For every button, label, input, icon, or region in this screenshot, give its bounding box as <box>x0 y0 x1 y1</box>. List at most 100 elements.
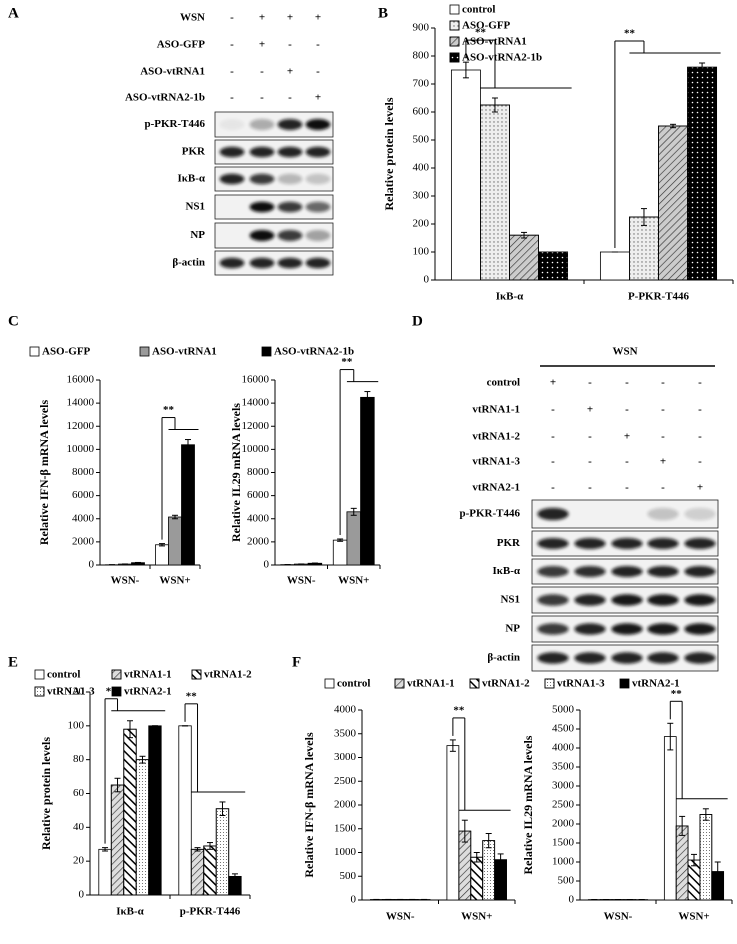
blot-band <box>684 566 716 577</box>
bar-pattern <box>480 104 510 281</box>
blot-row-label: IκB-α <box>177 173 205 185</box>
y-tick-label: 700 <box>413 78 430 90</box>
legend-label: vtRNA1-1 <box>124 669 172 681</box>
legend-swatch-pattern <box>191 669 202 680</box>
bar-pattern <box>110 784 125 896</box>
condition-sign: - <box>316 39 320 51</box>
condition-label: vtRNA2-1 <box>472 482 520 494</box>
blot-band <box>219 257 245 269</box>
blot-band <box>277 146 303 158</box>
y-tick-label: 12000 <box>242 420 270 432</box>
blot-header: WSN <box>612 346 637 358</box>
condition-label: WSN <box>180 12 205 24</box>
condition-label: ASO-vtRNA1 <box>140 66 205 78</box>
y-tick-label: 4000 <box>552 742 575 754</box>
legend-label: control <box>47 669 80 681</box>
condition-sign: + <box>315 12 321 24</box>
blot-band <box>574 652 606 664</box>
blot-band <box>647 594 679 606</box>
condition-sign: - <box>661 377 665 389</box>
error-bar <box>670 123 677 129</box>
y-axis-label: Relative IL29 mRNA levels <box>521 735 535 874</box>
panel-label: A <box>8 5 19 21</box>
condition-sign: - <box>661 404 665 416</box>
y-tick-label: 20 <box>73 855 85 867</box>
blot-band <box>277 230 303 241</box>
blot-band <box>647 566 679 577</box>
y-axis-label: Relative IL29 mRNA levels <box>229 403 243 542</box>
condition-sign: + <box>287 66 293 78</box>
blot-band <box>537 623 569 635</box>
bar-pattern <box>470 856 484 901</box>
panel-label: E <box>8 654 18 670</box>
condition-sign: - <box>230 12 234 24</box>
legend-label: ASO-GFP <box>42 346 91 358</box>
blot-band <box>647 623 679 635</box>
condition-sign: + <box>587 404 593 416</box>
condition-sign: + <box>697 482 703 494</box>
y-tick-label: 2500 <box>552 799 575 811</box>
blot-row-label: IκB-α <box>492 565 520 577</box>
blot-band <box>537 652 569 664</box>
y-tick-label: 3000 <box>334 751 357 763</box>
bar <box>98 848 112 896</box>
blot-band <box>219 173 245 185</box>
x-tick-label: WSN+ <box>678 911 709 923</box>
legend-label: control <box>462 4 495 16</box>
bar-pattern <box>699 814 713 901</box>
x-tick-label: WSN- <box>111 575 140 587</box>
blot-band <box>684 652 716 664</box>
blot-row-label: p-PKR-T446 <box>145 118 206 130</box>
y-tick-label: 60 <box>73 787 85 799</box>
condition-sign: - <box>625 482 629 494</box>
condition-sign: - <box>260 66 264 78</box>
bar <box>332 539 348 566</box>
condition-sign: - <box>551 404 555 416</box>
condition-sign: - <box>260 92 264 104</box>
panel-label: C <box>8 313 19 329</box>
blot-band <box>249 201 275 213</box>
error-bar <box>691 853 697 867</box>
bar-pattern <box>687 66 718 281</box>
error-bar <box>207 842 213 850</box>
legend-swatch-pattern <box>449 36 460 47</box>
y-tick-label: 600 <box>413 106 430 118</box>
blot-band <box>277 257 303 269</box>
bar <box>446 745 460 901</box>
legend-label: vtRNA1-3 <box>47 686 95 698</box>
x-tick-label: p-PKR-T446 <box>180 906 241 918</box>
y-tick-label: 0 <box>351 894 357 906</box>
legend-label: ASO-vtRNA1 <box>462 36 527 48</box>
condition-label: vtRNA1-2 <box>472 431 520 443</box>
blot-band <box>684 507 716 521</box>
error-bar <box>521 231 528 239</box>
condition-sign: - <box>588 482 592 494</box>
condition-sign: - <box>551 482 555 494</box>
condition-sign: - <box>588 377 592 389</box>
legend-swatch-pattern <box>394 678 405 689</box>
blot-band <box>611 566 643 577</box>
condition-sign: - <box>661 482 665 494</box>
blot-band <box>249 146 275 158</box>
blot-band <box>305 201 331 213</box>
legend-label: vtRNA1-1 <box>407 678 455 690</box>
blot-row-label: NP <box>505 623 520 635</box>
x-tick-label: WSN+ <box>461 911 492 923</box>
y-tick-label: 8000 <box>72 466 95 478</box>
y-tick-label: 14000 <box>67 397 95 409</box>
y-tick-label: 16000 <box>242 374 270 386</box>
blot-band <box>277 201 303 213</box>
condition-label: vtRNA1-3 <box>472 456 520 468</box>
bar <box>450 69 481 281</box>
y-tick-label: 4500 <box>552 723 575 735</box>
blot-band <box>249 173 275 185</box>
y-tick-label: 900 <box>413 22 430 34</box>
legend-swatch <box>34 669 45 680</box>
bar-pattern <box>135 759 150 896</box>
y-tick-label: 3500 <box>334 727 357 739</box>
legend-label: ASO-GFP <box>462 20 511 32</box>
blot-band <box>537 594 569 606</box>
condition-sign: + <box>259 12 265 24</box>
